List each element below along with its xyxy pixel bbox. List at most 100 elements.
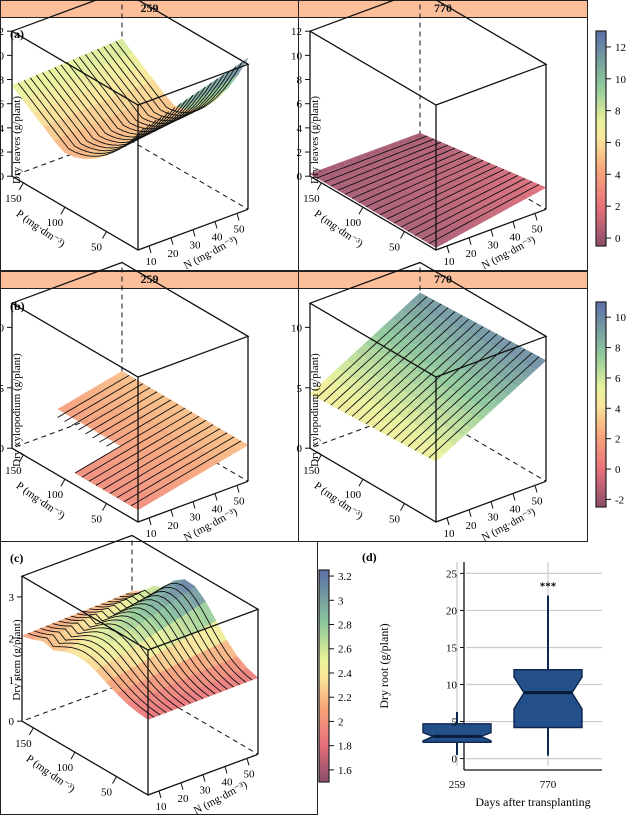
p-tick [60, 478, 66, 487]
p-tick-label: 50 [91, 242, 103, 254]
z-tick-label: 0 [9, 716, 15, 728]
contour-line [76, 613, 204, 700]
contour-line [365, 156, 477, 208]
surface-plot-a-770 [305, 0, 548, 254]
colorbar-tick-label: 2.8 [338, 620, 352, 632]
n-tick [148, 517, 152, 526]
n-tick-label: 30 [488, 240, 500, 252]
z-tick-label: 10 [291, 322, 303, 334]
n-tick-label: 10 [444, 528, 456, 540]
contour-line [330, 303, 442, 406]
contour-line [95, 603, 222, 693]
contour-line [58, 620, 185, 707]
p-tick-label: 50 [389, 242, 401, 254]
panel-label-c: (c) [10, 551, 23, 565]
contour-line [116, 432, 228, 498]
contour-line [337, 307, 449, 410]
p-tick-label: 150 [303, 193, 320, 205]
contour-line [330, 141, 442, 187]
z-tick-label: 4 [297, 123, 303, 135]
n-tick-label: 20 [168, 520, 180, 532]
p-tick [400, 503, 405, 511]
significance-annotation: *** [540, 581, 557, 593]
contour-line [351, 150, 463, 199]
p-tick [70, 751, 76, 760]
contour-line [71, 383, 144, 427]
n-tick [236, 485, 240, 493]
box-edge-top [10, 0, 250, 106]
contour-line [91, 51, 218, 124]
contour-line [89, 607, 216, 695]
contour-line [48, 69, 176, 143]
z-tick-label: 2 [297, 147, 303, 159]
surface-facet [410, 132, 432, 142]
contour-line [64, 618, 192, 704]
contour-line [88, 416, 200, 482]
contour-line [27, 632, 155, 718]
x-tick-label: 259 [449, 779, 466, 791]
z-tick-label: 8 [297, 75, 303, 87]
z-tick-label: 4 [0, 123, 5, 135]
contour-line [323, 299, 435, 402]
zlabel-c: Dry stem (g/plant) [11, 619, 23, 701]
n-tick-label: 20 [466, 248, 478, 260]
contour-line [393, 337, 505, 440]
boxplot-d [422, 562, 602, 771]
colorbar-tick-label: 6 [615, 137, 621, 149]
contour-line [316, 296, 428, 398]
contour-line [428, 184, 540, 244]
n-tick [512, 493, 516, 501]
z-tick-label: 5 [297, 383, 303, 395]
zlabel-a-770: Dry leaves (g/plant) [309, 96, 321, 184]
surface-plot-c [17, 534, 260, 799]
n-tick-label: 50 [234, 223, 246, 235]
contour-line [372, 326, 484, 429]
contour-line [36, 74, 163, 149]
z-tick-label: 8 [0, 75, 5, 87]
box-259 [422, 723, 492, 743]
colorbar-tick-label: 2 [615, 201, 621, 213]
n-tick-label: 30 [190, 512, 202, 524]
n-tick [246, 758, 250, 766]
z-tick-label: 6 [297, 99, 303, 111]
colorbar-tick-label: 4 [615, 169, 621, 181]
colorbar-tick-label: 8 [615, 106, 621, 118]
p-tick-label: 150 [5, 193, 22, 205]
contour-line [393, 168, 505, 224]
box-edge-back [419, 407, 547, 482]
n-tick [158, 790, 162, 799]
contour-line [102, 424, 214, 490]
y-tick-label: 5 [452, 717, 458, 729]
p-tick [316, 182, 322, 191]
colorbar-tick-label: 0 [615, 233, 621, 245]
n-tick-label: 20 [168, 248, 180, 260]
box-edge-top [20, 534, 260, 651]
n-tick-label: 10 [146, 528, 158, 540]
colorbar-a [595, 30, 611, 247]
colorbar-tick-label: 3 [338, 595, 344, 607]
n-tick [180, 782, 184, 790]
surface-plot-b-770 [305, 261, 548, 526]
z-tick-label: 3 [9, 592, 15, 604]
y-tick-label: 20 [446, 605, 458, 617]
contour-line [323, 138, 435, 183]
colorbar-tick-label: 4 [615, 403, 621, 415]
n-tick [202, 774, 206, 782]
contour-line [85, 391, 158, 435]
contour-line [40, 628, 167, 713]
contour-line [119, 586, 247, 683]
n-tick-label: 50 [234, 495, 246, 507]
contour-line [344, 147, 456, 195]
z-tick-label: 0 [297, 443, 303, 455]
z-tick-label: 10 [291, 50, 303, 62]
surface-plot-b-259 [7, 261, 250, 526]
p-tick [28, 727, 34, 736]
colorbar-tick-label: 1.8 [338, 741, 352, 753]
contour-line [337, 144, 449, 191]
box-edge-top [10, 261, 250, 378]
colorbar-tick-label: 2 [338, 716, 344, 728]
contour-line [344, 311, 456, 413]
n-tick-label: 40 [510, 232, 522, 244]
contour-line [83, 610, 210, 697]
contour-line [386, 165, 498, 220]
